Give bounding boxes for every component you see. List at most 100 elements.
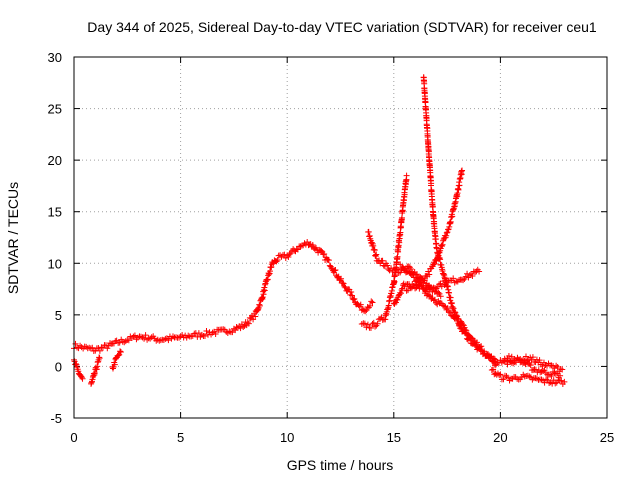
data-point <box>554 364 561 371</box>
data-point <box>410 274 417 281</box>
data-point <box>371 246 378 253</box>
data-point <box>131 332 138 339</box>
series-late-hump <box>501 353 566 375</box>
data-point <box>500 376 507 383</box>
data-point <box>490 355 497 362</box>
x-tick-label: 0 <box>70 430 77 445</box>
data-point <box>510 360 517 367</box>
data-point <box>115 352 122 359</box>
x-tick-label: 5 <box>177 430 184 445</box>
data-point <box>416 279 423 286</box>
data-point <box>401 191 408 198</box>
data-point <box>443 229 450 236</box>
data-point <box>244 319 251 326</box>
data-point <box>372 323 379 330</box>
data-point <box>511 359 518 366</box>
data-point <box>297 243 304 250</box>
series-late-band <box>488 366 568 387</box>
data-point <box>434 283 441 290</box>
data-point <box>394 296 401 303</box>
data-point <box>397 290 404 297</box>
data-point <box>431 296 438 303</box>
data-point <box>392 299 399 306</box>
data-point <box>408 271 415 278</box>
data-point <box>367 324 374 331</box>
y-tick-label: 0 <box>55 359 62 374</box>
data-point <box>487 354 494 361</box>
data-point <box>559 366 566 373</box>
data-point <box>233 324 240 331</box>
series-mid-branch <box>390 266 483 307</box>
data-point <box>438 243 445 250</box>
data-point <box>338 275 345 282</box>
y-axis-label: SDTVAR / TECUs <box>5 182 21 294</box>
data-point <box>421 277 428 284</box>
data-point <box>552 370 559 377</box>
data-point <box>364 321 371 328</box>
data-point <box>437 293 444 300</box>
data-point <box>385 266 392 273</box>
data-point <box>255 306 262 313</box>
data-point <box>332 267 339 274</box>
data-point <box>256 301 263 308</box>
data-point <box>362 308 369 315</box>
data-point <box>104 345 111 352</box>
data-point <box>498 359 505 366</box>
data-point <box>294 246 301 253</box>
data-point <box>533 375 540 382</box>
data-point <box>368 298 375 305</box>
data-point <box>452 313 459 320</box>
data-point <box>391 300 398 307</box>
data-point <box>462 326 469 333</box>
data-point <box>453 314 460 321</box>
data-point <box>520 356 527 363</box>
y-tick-label: 25 <box>48 102 62 117</box>
data-point <box>252 313 259 320</box>
data-point <box>372 252 379 259</box>
y-tick-label: 5 <box>55 308 62 323</box>
data-point <box>434 254 441 261</box>
data-point <box>466 272 473 279</box>
data-point <box>561 378 568 385</box>
data-point <box>504 361 511 368</box>
data-point <box>451 309 458 316</box>
data-point <box>434 255 441 262</box>
data-point <box>403 287 410 294</box>
data-point <box>369 320 376 327</box>
data-point <box>281 251 288 258</box>
data-point <box>142 332 149 339</box>
series-rise-15 <box>358 172 410 331</box>
data-point <box>460 277 467 284</box>
data-point <box>496 372 503 379</box>
y-tick-label: 15 <box>48 205 62 220</box>
data-point <box>497 371 504 378</box>
data-point <box>79 375 86 382</box>
data-point <box>370 242 377 249</box>
data-point <box>371 247 378 254</box>
data-point <box>321 251 328 258</box>
x-tick-label: 20 <box>493 430 507 445</box>
data-point <box>286 251 293 258</box>
data-point <box>547 371 554 378</box>
data-point <box>357 301 364 308</box>
data-point <box>533 356 540 363</box>
data-point <box>117 348 124 355</box>
data-point <box>546 379 553 386</box>
data-point <box>437 280 444 287</box>
data-point <box>522 353 529 360</box>
data-point <box>478 343 485 350</box>
data-point <box>370 319 377 326</box>
data-point <box>374 320 381 327</box>
data-point <box>435 252 442 259</box>
data-point <box>361 320 368 327</box>
data-point <box>435 249 442 256</box>
data-point <box>398 286 405 293</box>
data-point <box>403 172 410 179</box>
series-main-band <box>71 239 376 354</box>
data-point <box>443 232 450 239</box>
x-tick-label: 15 <box>387 430 401 445</box>
data-point <box>459 167 466 174</box>
data-point <box>428 180 435 187</box>
data-point <box>122 338 129 345</box>
data-point <box>111 361 118 368</box>
